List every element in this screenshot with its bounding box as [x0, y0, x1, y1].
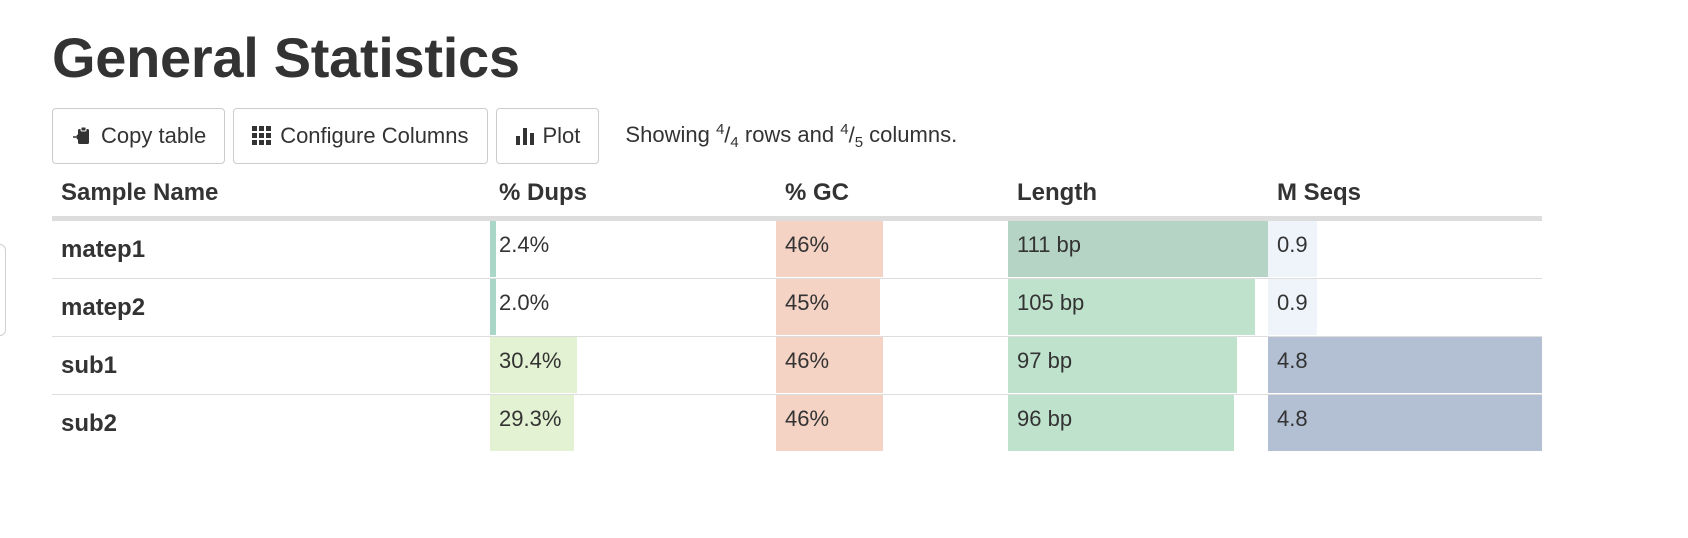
mseqs-value: 0.9	[1277, 232, 1308, 257]
mseqs-cell: 0.9	[1268, 278, 1542, 337]
table-row: matep1 2.4% 46% 111 bp 0.9	[52, 218, 1542, 279]
bar-chart-icon	[515, 126, 535, 146]
gc-bar	[776, 221, 883, 277]
dups-bar	[490, 337, 577, 393]
length-bar	[1008, 337, 1237, 393]
mseqs-cell: 0.9	[1268, 218, 1542, 279]
dups-cell: 2.4%	[490, 218, 776, 279]
dups-value: 29.3%	[499, 406, 562, 431]
sample-name-cell: matep1	[52, 218, 490, 279]
gc-value: 45%	[785, 290, 830, 315]
sample-name-cell: sub1	[52, 336, 490, 395]
length-value: 111 bp	[1017, 232, 1082, 257]
plot-label: Plot	[542, 123, 581, 148]
table-row: sub1 30.4% 46% 97 bp 4.8	[52, 336, 1542, 395]
table-row: matep2 2.0% 45% 105 bp 0.9	[52, 278, 1542, 337]
mseqs-value: 0.9	[1277, 290, 1308, 315]
column-header-length[interactable]: Length	[1008, 170, 1268, 221]
mseqs-bar	[1268, 279, 1318, 335]
length-value: 105 bp	[1017, 290, 1085, 315]
clipboard-icon	[71, 125, 93, 147]
dups-value: 2.4%	[499, 232, 550, 257]
length-cell: 105 bp	[1008, 278, 1268, 337]
dups-value: 2.0%	[499, 290, 550, 315]
gc-cell: 46%	[776, 218, 1008, 279]
sample-name-cell: matep2	[52, 278, 490, 337]
length-bar	[1008, 279, 1255, 335]
column-header-dups[interactable]: % Dups	[490, 170, 776, 221]
gc-bar	[776, 279, 881, 335]
length-value: 96 bp	[1017, 406, 1073, 431]
grid-icon	[252, 126, 272, 146]
configure-columns-label: Configure Columns	[280, 123, 469, 148]
dups-bar	[490, 221, 496, 277]
length-bar	[1008, 395, 1235, 451]
dups-cell: 29.3%	[490, 395, 776, 453]
dups-cell: 2.0%	[490, 278, 776, 337]
sample-name-cell: sub2	[61, 409, 118, 437]
general-statistics-table: Sample Name % Dups % GC Length M Seqs ma…	[52, 170, 1542, 452]
column-header-sample-name[interactable]: Sample Name	[52, 170, 490, 221]
length-cell: 97 bp	[1008, 336, 1268, 395]
dups-cell: 30.4%	[490, 336, 776, 395]
dups-bar	[490, 279, 496, 335]
mseqs-cell: 4.8	[1268, 336, 1542, 395]
dups-value: 30.4%	[499, 348, 562, 373]
mseqs-value: 4.8	[1277, 348, 1308, 373]
dups-bar	[490, 395, 574, 451]
length-cell: 96 bp	[1008, 395, 1268, 453]
mseqs-bar	[1268, 221, 1318, 277]
mseqs-bar	[1268, 337, 1542, 393]
mseqs-value: 4.8	[1277, 406, 1308, 431]
column-header-gc[interactable]: % GC	[776, 170, 1008, 221]
length-bar	[1008, 221, 1268, 277]
column-header-mseqs[interactable]: M Seqs	[1268, 170, 1542, 221]
side-panel-toggle[interactable]	[0, 244, 6, 336]
page-title: General Statistics	[52, 26, 520, 89]
table-header-row: Sample Name % Dups % GC Length M Seqs	[52, 170, 1542, 221]
length-value: 97 bp	[1017, 348, 1073, 373]
copy-table-label: Copy table	[101, 123, 207, 148]
gc-cell: 46%	[776, 395, 1008, 453]
mseqs-cell: 4.8	[1268, 395, 1542, 453]
gc-cell: 46%	[776, 336, 1008, 395]
gc-bar	[776, 337, 883, 393]
table-row: sub2 29.3% 46% 96 bp 4.8	[52, 395, 1542, 453]
configure-columns-button[interactable]: Configure Columns	[233, 108, 488, 164]
plot-button[interactable]: Plot	[495, 108, 600, 164]
gc-cell: 45%	[776, 278, 1008, 337]
gc-value: 46%	[785, 406, 830, 431]
copy-table-button[interactable]: Copy table	[52, 108, 226, 164]
gc-value: 46%	[785, 348, 830, 373]
length-cell: 111 bp	[1008, 218, 1268, 279]
table-toolbar: Copy table Configure Columns Plot Showin…	[52, 108, 957, 164]
showing-summary: Showing 4/4 rows and 4/5 columns.	[625, 120, 958, 152]
gc-value: 46%	[785, 232, 830, 257]
mseqs-bar	[1268, 395, 1542, 451]
gc-bar	[776, 395, 883, 451]
